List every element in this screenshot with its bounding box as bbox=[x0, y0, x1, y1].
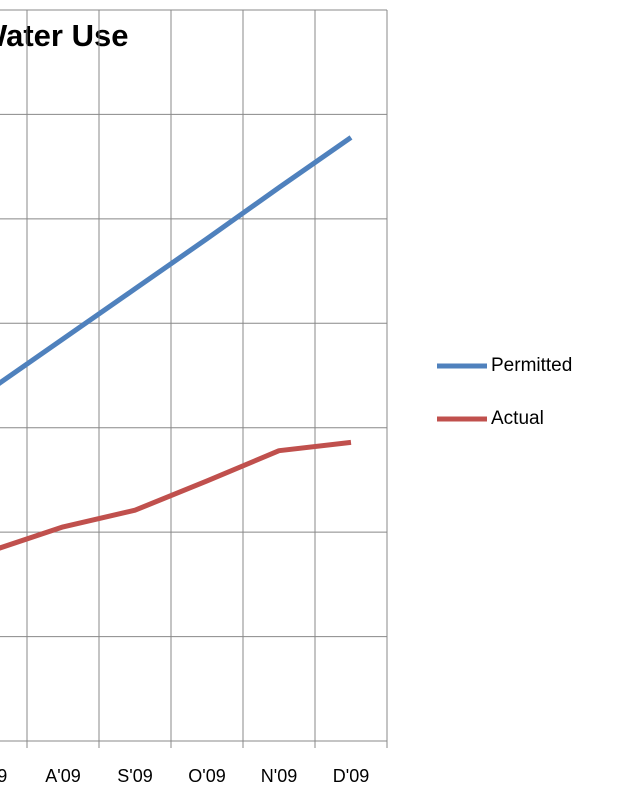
series-line bbox=[0, 135, 353, 386]
x-tick-label: J'09 bbox=[0, 766, 7, 786]
x-tick-label: A'09 bbox=[45, 766, 80, 786]
x-tick-label: S'09 bbox=[117, 766, 152, 786]
series-line bbox=[0, 439, 352, 551]
chart-title: Water Use bbox=[0, 18, 128, 53]
x-tick-label: D'09 bbox=[333, 766, 369, 786]
x-tick-label: N'09 bbox=[261, 766, 297, 786]
legend-label: Permitted bbox=[491, 355, 572, 376]
x-tick-label: O'09 bbox=[188, 766, 225, 786]
legend-label: Actual bbox=[491, 408, 544, 429]
